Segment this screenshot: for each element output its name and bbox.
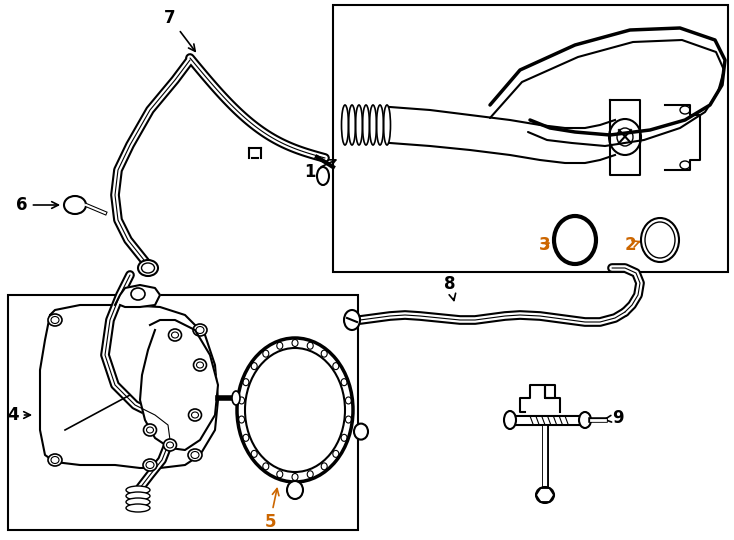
Ellipse shape [169, 329, 181, 341]
Polygon shape [140, 320, 218, 450]
Ellipse shape [287, 481, 303, 499]
Text: 8: 8 [444, 275, 456, 300]
Bar [8, 295, 358, 530]
Ellipse shape [142, 263, 154, 273]
Ellipse shape [504, 411, 516, 429]
Ellipse shape [126, 492, 150, 500]
Ellipse shape [51, 316, 59, 323]
Ellipse shape [579, 412, 591, 428]
Ellipse shape [317, 167, 329, 185]
Ellipse shape [138, 260, 158, 276]
Ellipse shape [172, 332, 178, 338]
Ellipse shape [192, 412, 198, 418]
Text: 9: 9 [605, 409, 624, 427]
Ellipse shape [48, 314, 62, 326]
Ellipse shape [194, 359, 206, 371]
Ellipse shape [126, 504, 150, 512]
Ellipse shape [536, 487, 554, 503]
Ellipse shape [64, 196, 86, 214]
Ellipse shape [48, 454, 62, 466]
Ellipse shape [193, 324, 207, 336]
Ellipse shape [143, 459, 157, 471]
Polygon shape [115, 285, 160, 307]
Ellipse shape [51, 456, 59, 463]
Text: 1: 1 [305, 160, 335, 181]
Ellipse shape [196, 327, 204, 334]
Text: 4: 4 [7, 406, 30, 424]
Polygon shape [40, 305, 218, 468]
Ellipse shape [188, 449, 202, 461]
Ellipse shape [131, 288, 145, 300]
Ellipse shape [197, 362, 203, 368]
Text: 3: 3 [539, 236, 550, 254]
Text: 7: 7 [164, 9, 195, 51]
Ellipse shape [126, 486, 150, 494]
Ellipse shape [167, 442, 173, 448]
Ellipse shape [144, 424, 156, 436]
Ellipse shape [354, 423, 368, 440]
Ellipse shape [147, 427, 153, 433]
Text: 2: 2 [624, 236, 639, 254]
Text: 5: 5 [264, 489, 279, 531]
Ellipse shape [191, 451, 199, 458]
Ellipse shape [146, 462, 154, 469]
Ellipse shape [126, 498, 150, 506]
Bar [333, 5, 728, 272]
Ellipse shape [189, 409, 202, 421]
Text: 6: 6 [16, 196, 59, 214]
Ellipse shape [164, 439, 176, 451]
Ellipse shape [344, 310, 360, 330]
Ellipse shape [232, 391, 240, 405]
